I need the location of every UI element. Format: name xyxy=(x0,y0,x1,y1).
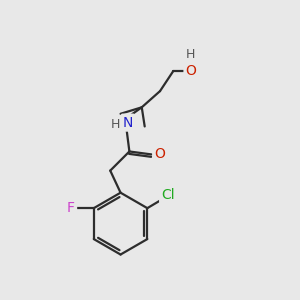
Text: O: O xyxy=(185,64,197,78)
Text: H: H xyxy=(111,118,120,131)
Text: Cl: Cl xyxy=(161,188,175,202)
Text: F: F xyxy=(67,201,75,215)
Text: H: H xyxy=(186,48,196,61)
Text: N: N xyxy=(123,116,133,130)
Text: O: O xyxy=(154,147,165,161)
